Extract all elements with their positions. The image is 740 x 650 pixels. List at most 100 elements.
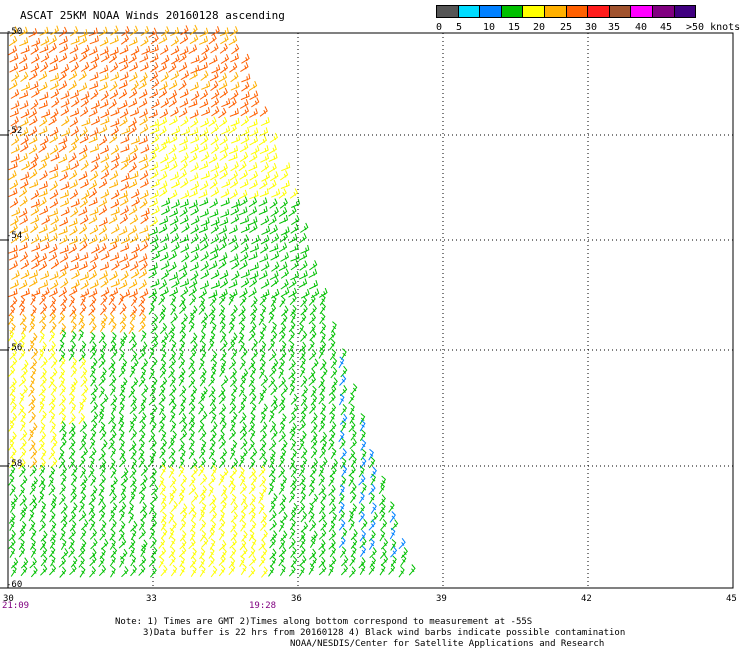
wind-barb (270, 251, 280, 261)
wind-barb (199, 197, 209, 207)
wind-barb (179, 385, 187, 397)
wind-barb (129, 403, 138, 415)
wind-barb (30, 199, 40, 208)
wind-barb (228, 235, 238, 245)
wind-barb (328, 329, 336, 341)
wind-barb (20, 366, 28, 378)
wind-barb (239, 555, 246, 567)
wind-barb (68, 537, 75, 550)
wind-barb (168, 546, 176, 559)
wind-barb (9, 356, 18, 368)
wind-barb (210, 123, 219, 135)
wind-barb (169, 287, 179, 297)
wind-barb (270, 401, 278, 414)
wind-barb (230, 501, 239, 514)
wind-barb (109, 458, 116, 470)
wind-barb (190, 252, 199, 263)
wind-barb (28, 270, 38, 279)
wind-barb (299, 536, 306, 548)
wind-barb (380, 518, 388, 531)
wind-barb (98, 135, 108, 146)
wind-barb (71, 96, 80, 108)
wind-barb (60, 329, 67, 342)
wind-barb (150, 357, 158, 369)
wind-barb (281, 305, 289, 317)
wind-barb (8, 474, 15, 486)
wind-barb (278, 554, 285, 567)
wind-barb (278, 242, 288, 253)
wind-barb (319, 446, 327, 459)
wind-barb (69, 564, 77, 576)
wind-barb (40, 448, 47, 460)
wind-barb (201, 107, 211, 117)
wind-barb (58, 556, 67, 568)
wind-barb (249, 428, 256, 441)
wind-barb (49, 171, 59, 180)
wind-barb (88, 270, 98, 281)
wind-barb (298, 464, 306, 477)
legend-label: 35 (608, 22, 621, 33)
wind-barb (249, 510, 256, 522)
wind-barb (218, 456, 226, 469)
wind-barb (318, 528, 327, 540)
wind-barb (319, 312, 326, 325)
wind-barb (19, 179, 29, 189)
wind-barb (229, 26, 239, 37)
wind-barb (169, 476, 177, 488)
wind-barb (130, 294, 138, 307)
wind-barb (188, 358, 195, 370)
wind-barb (150, 339, 159, 351)
wind-barb (180, 152, 189, 163)
wind-barb (109, 235, 120, 245)
wind-barb (198, 464, 205, 477)
wind-barb (249, 190, 259, 200)
wind-barb (138, 528, 146, 540)
wind-barb (198, 447, 206, 459)
wind-barb (288, 412, 297, 424)
wind-barb (148, 555, 156, 567)
wind-barb (340, 420, 347, 432)
wind-barb (218, 564, 226, 577)
wind-barb (150, 241, 159, 253)
wind-barb (28, 28, 38, 38)
wind-barb (69, 117, 79, 128)
wind-barb (241, 530, 248, 542)
wind-barb (310, 493, 319, 505)
wind-barb (260, 322, 267, 335)
wind-barb (249, 222, 258, 234)
wind-barb (330, 356, 338, 369)
wind-barb (259, 188, 269, 198)
wind-barb (100, 538, 109, 550)
wind-barb (220, 188, 230, 198)
wind-barb (178, 79, 187, 91)
wind-barb (321, 366, 328, 379)
wind-barb (158, 141, 167, 153)
wind-barb (190, 547, 197, 560)
wind-barb (49, 537, 56, 549)
wind-barb (78, 546, 86, 558)
wind-barb (118, 88, 128, 100)
wind-barb (189, 109, 199, 119)
wind-barb (198, 143, 208, 153)
wind-barb (180, 510, 188, 522)
wind-barb (128, 117, 137, 128)
wind-barb (20, 557, 29, 569)
wind-barb (89, 548, 97, 560)
wind-barb (9, 519, 15, 531)
wind-barb (348, 392, 355, 404)
wind-barb (370, 502, 377, 514)
wind-barb (200, 70, 209, 81)
wind-barb (140, 545, 146, 557)
wind-barb (78, 313, 85, 325)
wind-barb (279, 447, 287, 460)
wind-barb (299, 260, 308, 271)
wind-barb (79, 233, 88, 245)
wind-barb (249, 520, 257, 532)
wind-barb (39, 421, 46, 434)
wind-barb (48, 475, 54, 488)
wind-barb (148, 268, 157, 279)
wind-barb (70, 321, 77, 333)
wind-barb (279, 564, 286, 576)
wind-barb (238, 331, 245, 344)
wind-barb (70, 134, 80, 146)
